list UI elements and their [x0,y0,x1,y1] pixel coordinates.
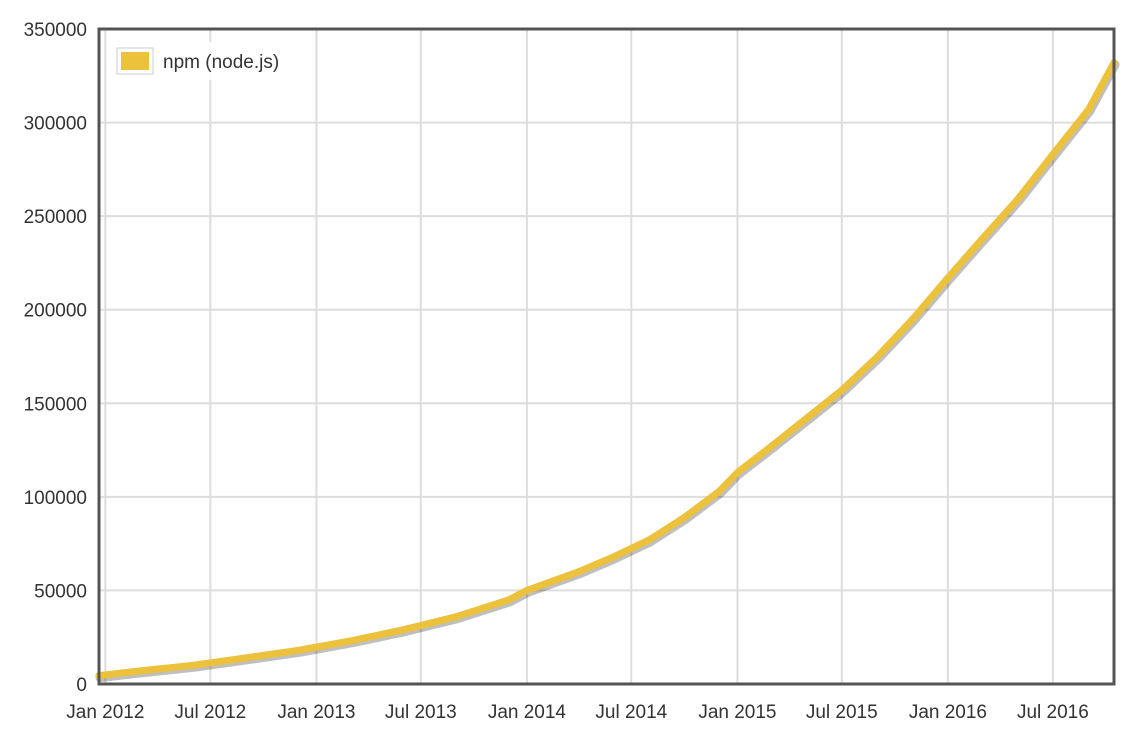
data-point [680,513,688,521]
data-point [136,667,144,675]
x-tick-label: Jul 2013 [385,702,457,723]
data-point [803,414,811,422]
x-tick-label: Jul 2015 [806,702,878,723]
y-tick-label: 150000 [24,394,87,415]
series-line-shadow [95,60,1120,683]
data-point [645,536,653,544]
x-axis: Jan 2012 Jul 2012 Jan 2013 Jul 2013 Jan 2014… [66,702,1089,723]
data-point [400,626,407,634]
legend-label: npm (node.js) [163,52,279,73]
plot-frame [97,27,1116,686]
data-point [523,586,531,594]
data-point [944,274,952,282]
y-tick-label: 100000 [24,488,87,509]
data-point [295,646,303,654]
data-point [505,596,513,604]
data-point [733,469,741,477]
y-tick-label: 250000 [24,207,87,228]
y-tick-label: 350000 [24,20,87,41]
y-tick-label: 300000 [24,114,87,135]
data-point [979,235,987,243]
x-tick-label: Jan 2014 [488,702,567,723]
x-tick-label: Jul 2012 [174,702,246,723]
x-tick-label: Jan 2016 [909,702,987,723]
data-point [767,442,775,450]
data-point [838,386,846,394]
data-point [453,613,461,621]
y-axis: 0 50000 100000 150000 200000 250000 300000 3500… [24,20,87,696]
y-tick-label: 50000 [34,581,87,602]
data-point [575,568,583,576]
data-point [1014,195,1022,203]
legend-swatch [121,52,149,70]
legend: npm (node.js) [111,42,301,80]
data-point [909,315,917,323]
data-point [346,637,354,645]
y-tick-label: 200000 [24,301,87,322]
data-point [716,487,724,495]
grid [99,28,1114,685]
series-layer [95,59,1120,683]
x-tick-label: Jan 2012 [66,702,144,723]
data-point [1049,150,1057,158]
x-tick-label: Jul 2016 [1017,702,1089,723]
x-tick-label: Jan 2013 [277,702,355,723]
y-tick-label: 0 [76,675,87,696]
x-tick-label: Jan 2015 [698,702,776,723]
data-point [242,654,250,662]
series-line-npm [95,59,1118,680]
x-tick-label: Jul 2014 [595,702,667,723]
data-point [1085,105,1093,113]
data-point [874,353,882,360]
data-point [189,661,197,669]
data-point [610,553,618,561]
